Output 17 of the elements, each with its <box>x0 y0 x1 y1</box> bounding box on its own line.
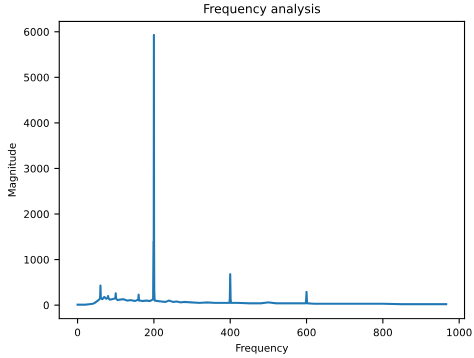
y-tick-label: 3000 <box>24 164 49 173</box>
y-tick-label: 0 <box>44 301 49 310</box>
y-tick-label: 5000 <box>24 74 49 82</box>
y-tick-label: 1000 <box>24 256 49 264</box>
x-tick-label: 800 <box>374 328 392 336</box>
x-tick-label: 200 <box>144 328 164 336</box>
chart-title: Frequency analysis <box>204 4 320 16</box>
y-tick-label: 4000 <box>24 119 49 127</box>
x-tick-label: 0 <box>74 328 80 336</box>
y-axis-title: Magnitude <box>8 143 18 196</box>
x-tick-label: 400 <box>220 328 240 336</box>
y-tick-label: 6000 <box>24 28 49 36</box>
x-tick-label: 600 <box>297 328 316 336</box>
x-tick-label: 1000 <box>447 328 472 336</box>
x-axis-title: Frequency <box>236 344 288 354</box>
y-tick-label: 2000 <box>24 210 49 218</box>
line-series <box>76 34 448 306</box>
